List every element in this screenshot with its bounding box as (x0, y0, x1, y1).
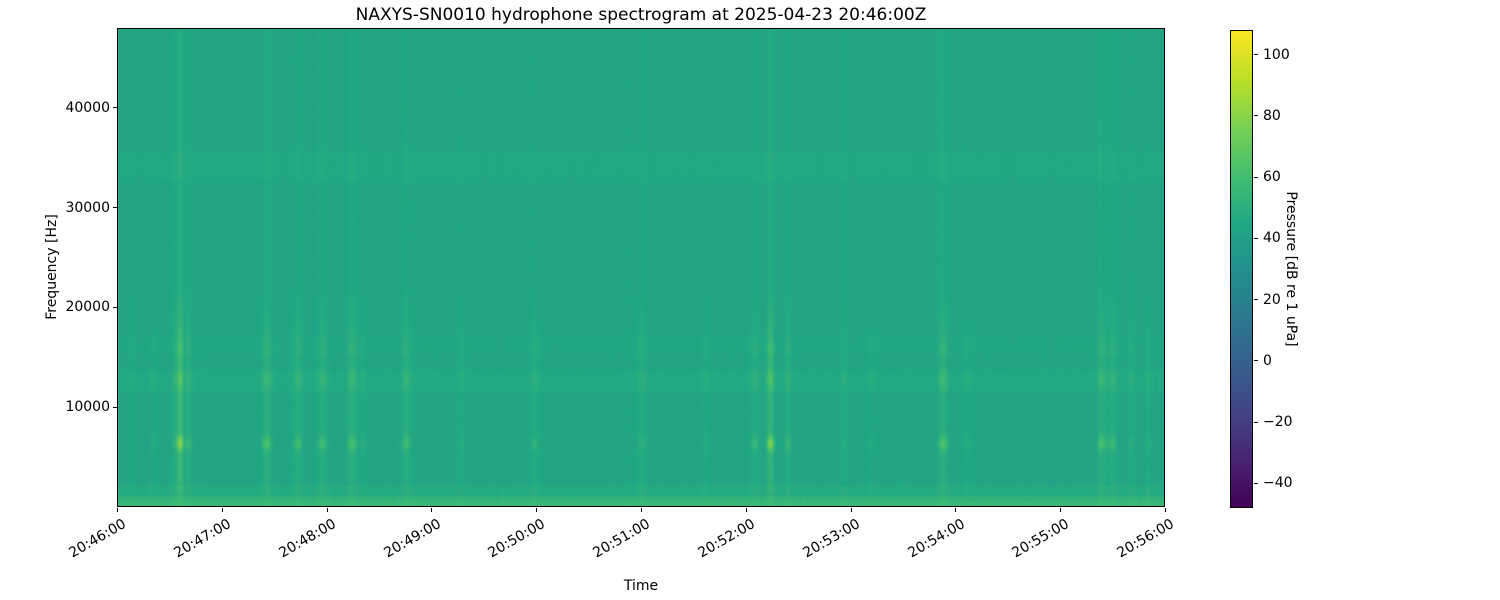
y-tick-label: 10000 (65, 399, 110, 416)
x-tick-mark (1060, 508, 1062, 512)
x-tick-mark (850, 508, 852, 512)
x-tick-label: 20:50:00 (485, 516, 549, 562)
y-tick-label: 20000 (65, 299, 110, 316)
colorbar-tick-label: 100 (1263, 46, 1290, 63)
x-tick-mark (1165, 508, 1166, 512)
chart-title: NAXYS-SN0010 hydrophone spectrogram at 2… (355, 5, 927, 25)
colorbar-tick-mark (1254, 360, 1258, 362)
colorbar-tick-label: 60 (1263, 169, 1281, 186)
colorbar-tick-label: 0 (1263, 352, 1272, 369)
y-tick-mark (113, 306, 117, 308)
y-tick-mark (113, 406, 117, 408)
colorbar-tick-mark (1254, 482, 1258, 484)
x-tick-mark (326, 508, 328, 512)
y-tick-label: 40000 (65, 99, 110, 116)
x-tick-mark (117, 508, 118, 512)
x-tick-label: 20:55:00 (1009, 516, 1073, 562)
x-tick-label: 20:49:00 (380, 516, 444, 562)
colorbar-tick-mark (1254, 421, 1258, 423)
x-tick-label: 20:47:00 (171, 516, 234, 562)
y-tick-mark (113, 207, 117, 209)
colorbar-tick-label: −20 (1263, 414, 1293, 431)
x-tick-label: 20:52:00 (695, 516, 758, 562)
colorbar-tick-mark (1254, 176, 1258, 178)
colorbar-tick-label: 20 (1263, 291, 1281, 308)
x-tick-mark (745, 508, 747, 512)
colorbar-tick-mark (1254, 54, 1258, 55)
spectrogram-plot (117, 28, 1165, 507)
colorbar-tick-label: 80 (1263, 107, 1281, 124)
x-tick-label: 20:51:00 (590, 516, 653, 562)
x-tick-mark (221, 508, 223, 512)
x-tick-label: 20:54:00 (904, 516, 968, 562)
x-tick-mark (955, 508, 957, 512)
x-tick-mark (536, 508, 538, 512)
x-tick-label: 20:46:00 (66, 516, 129, 562)
colorbar-tick-mark (1254, 115, 1258, 117)
colorbar (1230, 30, 1253, 508)
x-tick-label: 20:56:00 (1114, 516, 1177, 562)
y-tick-mark (113, 107, 117, 109)
x-tick-label: 20:53:00 (800, 516, 863, 562)
colorbar-label: Pressure [dB re 1 uPa] (1283, 191, 1299, 347)
colorbar-tick-mark (1254, 237, 1258, 239)
spectrogram-canvas (118, 29, 1164, 506)
x-tick-mark (431, 508, 433, 512)
x-tick-label: 20:48:00 (276, 516, 339, 562)
colorbar-tick-mark (1254, 299, 1258, 301)
colorbar-tick-label: −40 (1263, 475, 1293, 492)
colorbar-tick-label: 40 (1263, 230, 1281, 247)
x-axis-label: Time (623, 578, 659, 594)
x-tick-mark (641, 508, 642, 512)
y-tick-label: 30000 (65, 199, 110, 216)
